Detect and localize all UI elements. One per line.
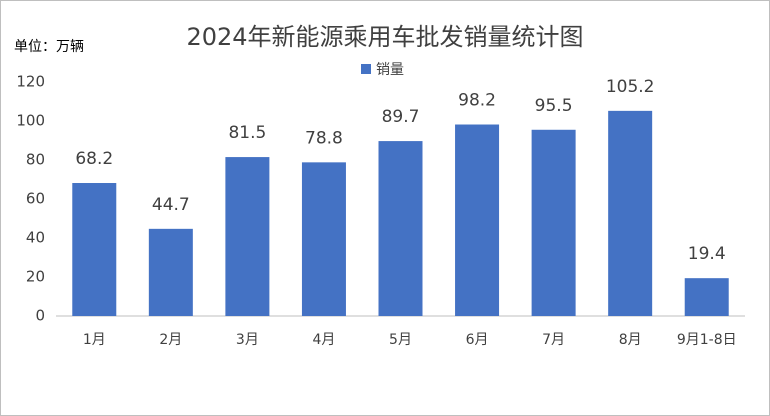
bar [148,228,193,316]
data-label: 105.2 [606,77,655,97]
y-tick-label: 80 [26,151,45,169]
data-label: 95.5 [535,96,573,116]
bar [72,183,117,316]
y-tick-label: 60 [26,190,45,208]
chart-title: 2024年新能源乘用车批发销量统计图 [186,23,583,51]
x-tick-label: 6月 [466,332,489,348]
y-tick-label: 0 [35,307,45,325]
y-tick-label: 20 [26,268,45,286]
y-tick-label: 100 [16,112,45,130]
bar [531,129,576,316]
data-label: 78.8 [305,128,343,148]
x-tick-label: 2月 [159,332,182,348]
data-label: 68.2 [75,149,113,169]
bar [378,141,423,316]
x-tick-label: 4月 [312,332,335,348]
data-label: 89.7 [382,107,420,127]
data-label: 19.4 [688,244,726,264]
bar [684,278,729,316]
x-tick-label: 5月 [389,332,412,348]
x-tick-label: 8月 [619,332,642,348]
bar [608,110,653,316]
y-axis-label: 单位：万辆 [14,39,84,55]
legend-swatch [361,64,371,74]
legend-label: 销量 [376,62,404,78]
x-tick-label: 9月1-8日 [677,332,737,348]
y-tick-label: 120 [16,73,45,91]
bar [455,124,500,316]
x-tick-label: 7月 [542,332,565,348]
x-tick-label: 3月 [236,332,259,348]
y-tick-label: 40 [26,229,45,247]
bar [225,157,270,316]
data-label: 44.7 [152,195,190,215]
data-label: 98.2 [458,91,496,111]
data-label: 81.5 [228,123,266,143]
bar [301,162,346,316]
x-tick-label: 1月 [83,332,106,348]
